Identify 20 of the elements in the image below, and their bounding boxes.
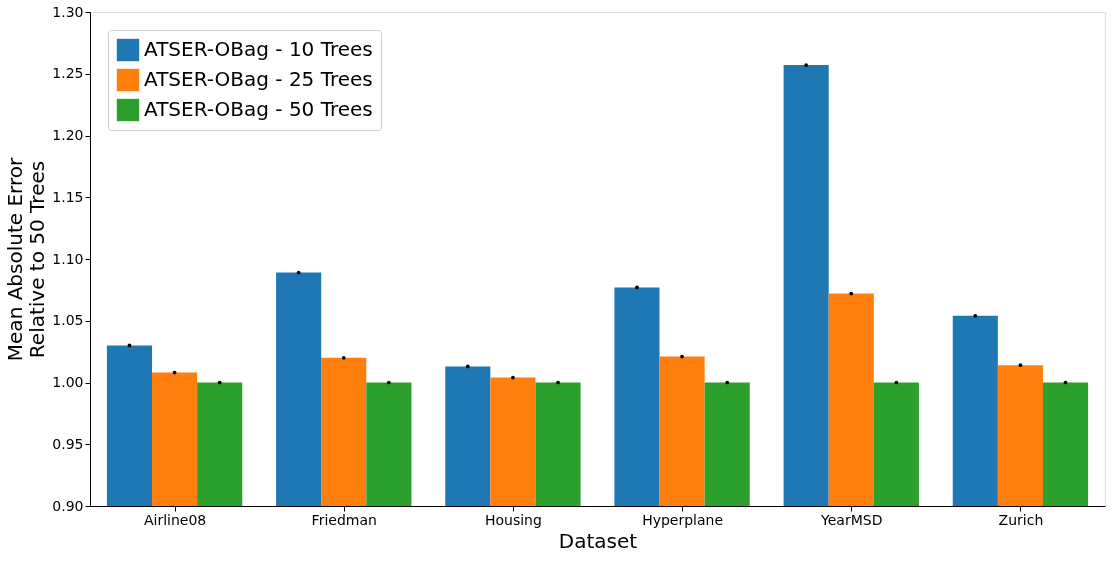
y-tick-label: 1.20 (52, 127, 84, 143)
y-tick-label: 0.90 (52, 497, 84, 514)
legend-label: ATSER-OBag - 50 Trees (144, 97, 373, 121)
x-tick-label: Zurich (998, 511, 1044, 528)
x-tick-label: YearMSD (820, 511, 883, 528)
y-tick-label: 1.10 (52, 250, 84, 267)
x-axis-title: Dataset (558, 528, 638, 553)
legend-label: ATSER-OBag - 10 Trees (144, 37, 373, 61)
x-tick-label: Friedman (311, 511, 377, 528)
y-tick-label: 1.15 (52, 188, 84, 205)
y-tick-label: 0.95 (52, 435, 84, 452)
legend-label: ATSER-OBag - 25 Trees (144, 67, 373, 91)
x-tick-label: Airline08 (143, 511, 207, 528)
y-tick-label: 1.25 (52, 65, 84, 82)
y-tick-label: 1.30 (52, 3, 84, 20)
x-tick-label: Hyperplane (642, 511, 724, 528)
x-tick-label: Housing (484, 511, 542, 528)
y-tick-label: 1.00 (52, 374, 84, 390)
y-axis-title: Mean Absolute Error Relative to 50 Trees (3, 157, 50, 362)
y-tick-label: 1.05 (52, 312, 84, 329)
